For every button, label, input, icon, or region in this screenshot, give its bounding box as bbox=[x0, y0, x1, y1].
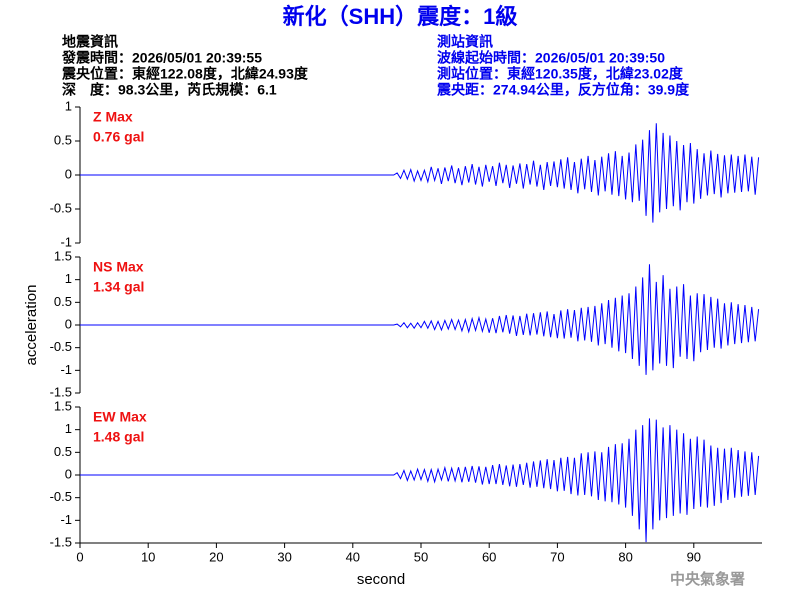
y-tick-label: 1 bbox=[65, 271, 72, 286]
station-info: 波線起始時間：2026/05/01 20:39:50 bbox=[437, 50, 665, 66]
y-tick-label: -1 bbox=[60, 234, 72, 249]
station-info: 震央距：274.94公里，反方位角：39.9度 bbox=[436, 82, 690, 98]
y-tick-label: 0 bbox=[65, 166, 72, 181]
y-tick-label: -0.5 bbox=[50, 200, 72, 215]
x-tick-label: 80 bbox=[618, 549, 632, 564]
peak-label: Z Max bbox=[93, 109, 133, 125]
waveform bbox=[80, 418, 760, 543]
peak-value: 1.48 gal bbox=[93, 429, 144, 445]
y-tick-label: 0.5 bbox=[54, 294, 72, 309]
x-tick-label: 20 bbox=[209, 549, 223, 564]
x-tick-label: 60 bbox=[482, 549, 496, 564]
y-tick-label: 0 bbox=[65, 316, 72, 331]
y-tick-label: 0.5 bbox=[54, 444, 72, 459]
station-info: 測站位置：東經120.35度，北緯23.02度 bbox=[437, 66, 684, 82]
y-tick-label: -1 bbox=[60, 362, 72, 377]
x-tick-label: 70 bbox=[550, 549, 564, 564]
y-tick-label: -1 bbox=[60, 512, 72, 527]
x-axis-label: second bbox=[357, 571, 405, 588]
y-tick-label: -1.5 bbox=[50, 384, 72, 399]
x-tick-label: 10 bbox=[141, 549, 155, 564]
y-tick-label: 0.5 bbox=[54, 132, 72, 147]
watermark: 中央氣象署 bbox=[670, 570, 745, 588]
station-info: 測站資訊 bbox=[437, 34, 493, 50]
chart-title: 新化（SHH）震度：1級 bbox=[283, 4, 518, 29]
y-tick-label: 1 bbox=[65, 98, 72, 113]
peak-label: EW Max bbox=[93, 409, 147, 425]
y-axis-label: acceleration bbox=[23, 285, 40, 366]
y-tick-label: -1.5 bbox=[50, 534, 72, 549]
waveform bbox=[80, 264, 760, 375]
y-tick-label: 1.5 bbox=[54, 248, 72, 263]
y-tick-label: 1 bbox=[65, 421, 72, 436]
x-tick-label: 50 bbox=[414, 549, 428, 564]
x-tick-label: 30 bbox=[277, 549, 291, 564]
y-tick-label: 0 bbox=[65, 466, 72, 481]
waveform bbox=[80, 123, 760, 223]
quake-info: 震央位置：東經122.08度，北緯24.93度 bbox=[61, 66, 309, 82]
y-tick-label: 1.5 bbox=[54, 398, 72, 413]
quake-info: 發震時間：2026/05/01 20:39:55 bbox=[61, 50, 262, 66]
quake-info: 地震資訊 bbox=[62, 34, 118, 50]
x-tick-label: 0 bbox=[76, 549, 83, 564]
x-tick-label: 40 bbox=[346, 549, 360, 564]
x-tick-label: 90 bbox=[687, 549, 701, 564]
y-tick-label: -0.5 bbox=[50, 489, 72, 504]
peak-label: NS Max bbox=[93, 259, 144, 275]
y-tick-label: -0.5 bbox=[50, 339, 72, 354]
peak-value: 1.34 gal bbox=[93, 279, 144, 295]
peak-value: 0.76 gal bbox=[93, 129, 144, 145]
quake-info: 深 度：98.3公里，芮氏規模：6.1 bbox=[62, 82, 277, 98]
